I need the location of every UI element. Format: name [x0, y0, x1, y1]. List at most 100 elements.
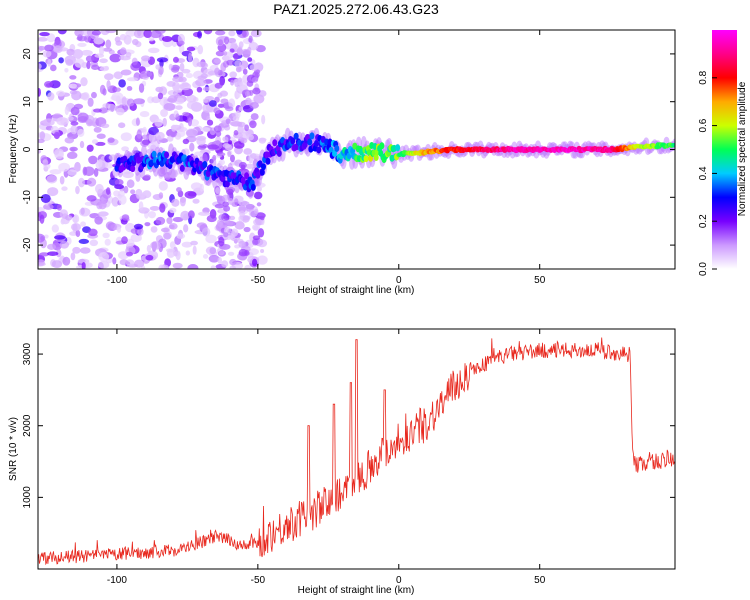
spectrogram-cell: [172, 76, 184, 83]
spectrogram-cell: [171, 198, 180, 207]
spectrogram-ridge-cell: [265, 157, 271, 165]
spectrogram-cell: [78, 238, 90, 244]
spectrogram-cell: [47, 187, 59, 197]
spectrogram-cell: [135, 117, 140, 126]
spectrogram-ridge-cell: [293, 132, 299, 140]
spectrogram-cell: [143, 174, 151, 180]
spectrogram-cell: [125, 251, 133, 257]
spectrogram-cell: [242, 68, 248, 75]
spectrogram-cell: [236, 121, 246, 128]
spectrogram-cell: [228, 98, 236, 109]
spectrogram-cell: [244, 264, 252, 269]
spectrogram-cell: [38, 259, 45, 266]
snr-x-tick-label: -100: [107, 575, 127, 586]
snr-y-ticks: 1000 2000 3000: [22, 343, 675, 508]
spectrogram-cell: [46, 243, 57, 250]
spectrogram-cell: [214, 82, 223, 89]
spectrogram-cell: [230, 79, 235, 86]
spectrogram-cell: [172, 217, 184, 223]
spectrogram-x-tick-label: -100: [107, 275, 127, 286]
spectrogram-cell: [119, 34, 127, 41]
spectrogram-cell: [46, 33, 56, 43]
spectrogram-cell: [222, 51, 228, 56]
spectrogram-cell: [158, 192, 164, 199]
spectrogram-cell: [120, 69, 132, 76]
spectrogram-cell: [69, 83, 77, 89]
spectrogram-cell: [215, 30, 226, 36]
spectrogram-cell: [93, 126, 102, 133]
spectrogram-cell: [176, 187, 182, 193]
spectrogram-cell: [239, 210, 245, 218]
spectrogram-ridge-cell: [671, 142, 675, 148]
spectrogram-cell: [233, 130, 239, 136]
spectrogram-cell: [51, 260, 63, 269]
spectrogram-ridge-cell: [313, 139, 319, 147]
spectrogram-cell: [97, 211, 109, 217]
spectrogram-cell: [57, 30, 67, 35]
chart-title: PAZ1.2025.272.06.43.G23: [273, 1, 439, 17]
spectrogram-cell: [229, 215, 236, 221]
spectrogram-cell: [86, 144, 94, 152]
spectrogram-cell: [139, 111, 150, 118]
spectrogram-cell: [39, 32, 50, 37]
spectrogram-ridge-cell: [260, 163, 266, 171]
spectrogram-cell: [86, 61, 91, 70]
spectrogram-cell: [253, 208, 259, 215]
spectrogram-cell: [42, 118, 55, 127]
spectrogram-cell: [109, 53, 122, 63]
spectrogram-cell: [141, 55, 151, 62]
spectrogram-cell: [172, 262, 183, 269]
spectrogram-cell: [117, 251, 129, 260]
spectrogram-cell: [209, 247, 217, 255]
spectrogram-cell: [118, 194, 127, 205]
spectrogram-cell: [87, 97, 94, 107]
spectrogram-cell: [202, 98, 209, 103]
spectrogram-cell: [78, 177, 85, 188]
colorbar-tick-label: 0.4: [698, 166, 709, 180]
spectrogram-cell: [201, 227, 211, 237]
spectrogram-cell: [208, 254, 220, 263]
spectrogram-cell: [75, 229, 81, 238]
spectrogram-cell: [79, 247, 91, 254]
snr-y-tick-label: 2000: [22, 414, 33, 437]
spectrogram-cell: [228, 30, 236, 37]
spectrogram-cell: [192, 198, 200, 204]
spectrogram-cell: [115, 95, 121, 105]
spectrogram-cell: [229, 71, 237, 78]
spectrogram-cell: [154, 118, 163, 127]
spectrogram-cell: [102, 47, 113, 52]
spectrogram-cell: [251, 76, 259, 83]
spectrogram-cell: [146, 244, 151, 253]
spectrogram-ridge-cell: [202, 161, 208, 169]
spectrogram-cell: [230, 41, 238, 49]
spectrogram-cell: [85, 118, 93, 127]
colorbar-tick-label: 0.0: [698, 262, 709, 276]
spectrogram-cell: [104, 238, 111, 246]
spectrogram-cell: [118, 55, 131, 61]
spectrogram-cell: [114, 87, 121, 92]
spectrogram-cell: [173, 251, 180, 257]
spectrogram-cell: [253, 69, 261, 75]
spectrogram-cell: [130, 233, 142, 243]
spectrogram-ridge-cell: [309, 132, 315, 140]
spectrogram-cell: [197, 44, 204, 55]
spectrogram-cell: [259, 215, 265, 221]
spectrogram-cell: [248, 41, 259, 51]
spectrogram-cell: [182, 138, 190, 145]
spectrogram-ridge-cell: [290, 137, 296, 145]
spectrogram-cell: [50, 64, 57, 72]
spectrogram-cell: [105, 30, 117, 34]
spectrogram-cell: [234, 221, 245, 230]
spectrogram-cell: [198, 211, 210, 216]
spectrogram-cell: [215, 187, 221, 194]
spectrogram-cell: [130, 228, 139, 234]
spectrogram-cell: [44, 234, 49, 239]
spectrogram-cell: [83, 166, 95, 177]
spectrogram-cell: [73, 103, 84, 110]
spectrogram-cell: [213, 125, 222, 133]
spectrogram-cell: [64, 68, 69, 73]
spectrogram-cell: [56, 90, 65, 97]
spectrogram-cell: [227, 198, 235, 205]
spectrogram-cell: [69, 146, 78, 152]
spectrogram-cell: [181, 68, 191, 74]
